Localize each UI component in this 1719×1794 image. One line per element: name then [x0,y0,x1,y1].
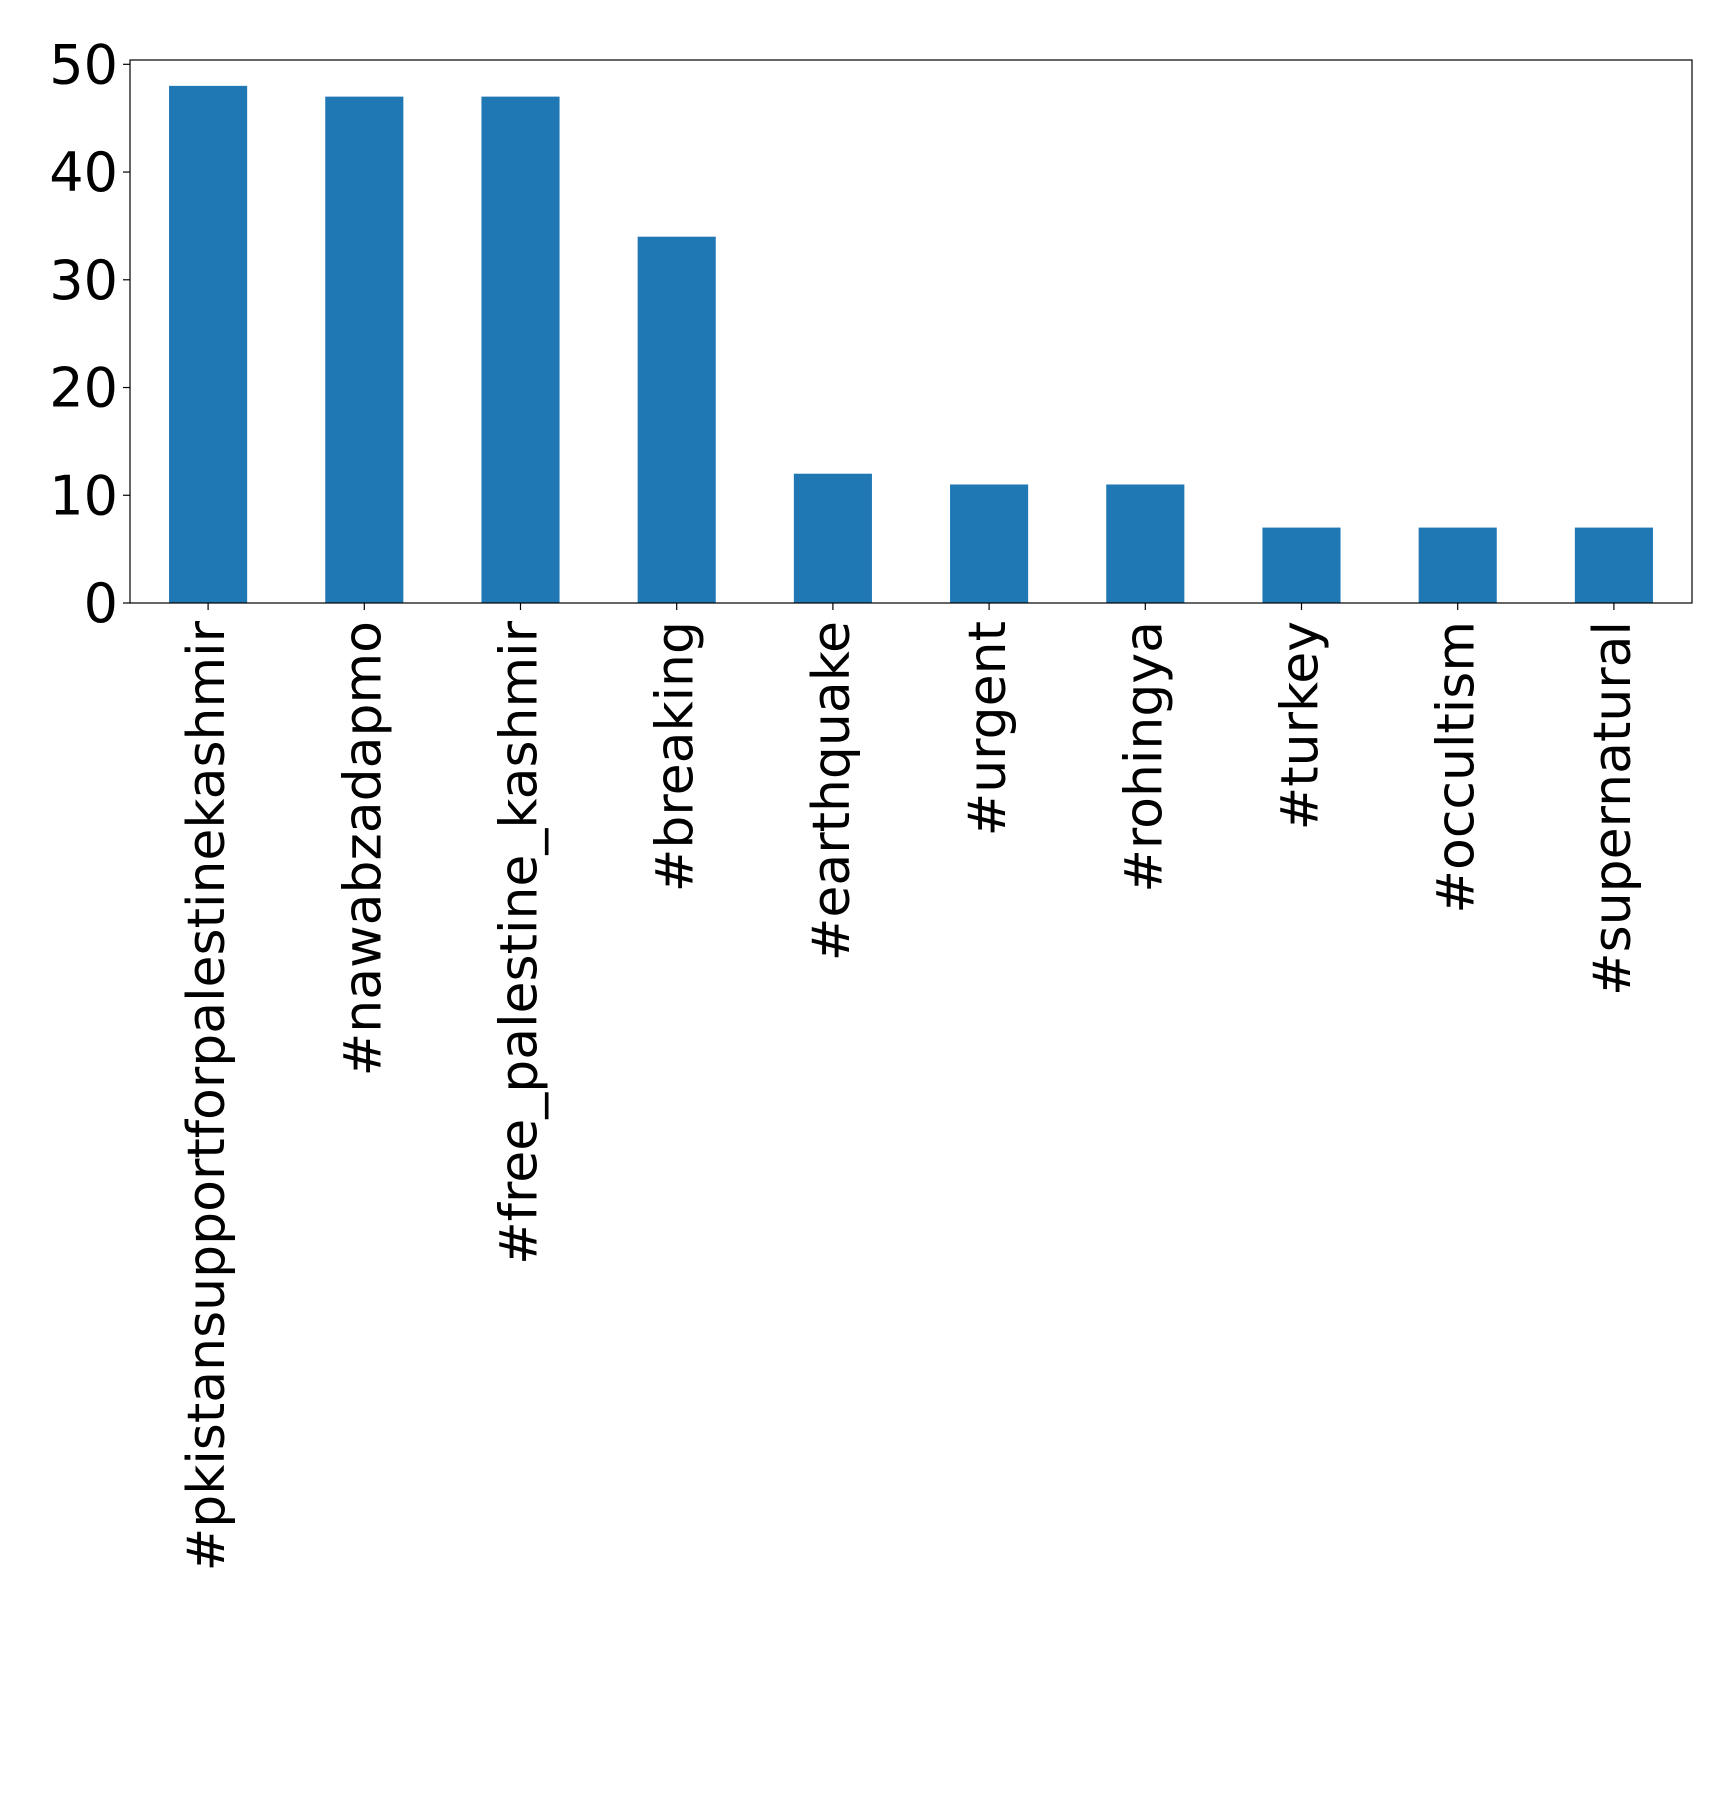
x-axis: #pkistansupportforpalestinekashmir #nawab… [177,603,1643,1571]
bars [169,85,1653,604]
x-tick-label: #pkistansupportforpalestinekashmir [177,620,237,1571]
x-tick-label: #rohingya [1114,621,1174,893]
x-tick-label: #occultism [1427,621,1487,914]
bar-0 [169,85,248,604]
x-tick-label: #supernatural [1583,621,1643,996]
bar-5 [950,484,1029,603]
y-tick-label: 10 [49,464,118,527]
y-tick-label: 30 [49,249,118,312]
y-tick-label: 40 [49,141,118,204]
bar-7 [1262,527,1341,603]
bar-4 [793,473,872,603]
x-tick-label: #urgent [958,621,1018,836]
bar-9 [1574,527,1653,603]
plot-frame [129,59,1693,604]
y-tick-label: 50 [49,33,118,96]
bar-1 [325,96,404,603]
x-tick-label: #nawabzadapmo [333,621,393,1076]
bar-2 [481,96,560,603]
y-tick-label: 0 [84,572,118,635]
bar-6 [1106,484,1185,603]
y-axis: 0 10 20 30 40 50 [49,33,130,635]
x-tick-label: #earthquake [802,621,862,961]
y-tick-label: 20 [49,357,118,420]
x-tick-label: #turkey [1271,621,1331,830]
bar-8 [1418,527,1497,603]
x-tick-label: #breaking [646,621,706,892]
bar-3 [637,236,716,603]
x-tick-label: #free_palestine_kashmir [490,620,550,1265]
